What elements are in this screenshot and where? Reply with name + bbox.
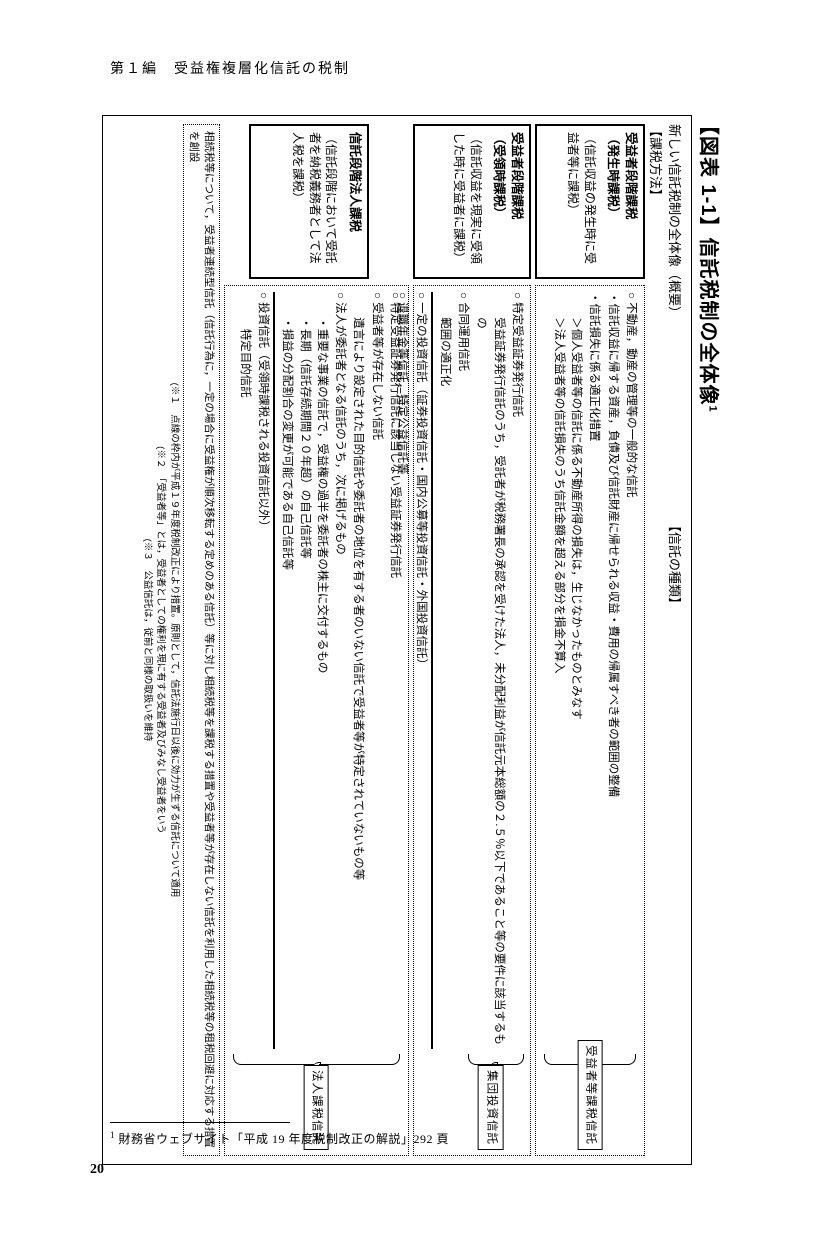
row3-line: ○ 投資信託（受領時課税される投資信託以外） <box>254 292 271 1049</box>
row3-line: ・長期（信託存続期間２０年超）の自己信託等 <box>296 292 313 1049</box>
row1-right-box: ○ 不動産，動産の管理等の一般的な信託 ・信託収益に帰する資産，負債及び信託財産… <box>535 285 645 1156</box>
brace-icon <box>233 1051 400 1065</box>
figure-notes: (※１ 点線の枠内が平成１９年度税制改正により措置。原則として，信託法施行日以後… <box>141 124 181 1156</box>
footnote-text: 財務省ウェブサイト「平成 19 年度税制改正の解説」292 頁 <box>119 1132 450 1146</box>
page-number: 20 <box>90 1162 104 1178</box>
row1-left-head: 受益者段階課税 （発生時課税） <box>604 132 639 271</box>
row3-line: ・重要な事業の信託で，受益権の過半を委託者の株主に交付するもの <box>313 292 330 1049</box>
figure-container: 【図表 1-1】信託税制の全体像1 新しい信託税制の全体像（概要） 【課税方法】… <box>85 115 725 1165</box>
row-2: 受益者段階課税 （受領時課税） （信託収益を現実に受領した時に受益者に課税） ○… <box>413 124 531 1156</box>
row2-line: 範囲の適正化 <box>436 292 453 1049</box>
row2-divider <box>431 292 433 1049</box>
frame-top-center: 【信託の種類】 <box>666 519 685 610</box>
frame-top-left: 新しい信託税制の全体像（概要） 【課税方法】 <box>647 124 685 319</box>
row1-line: ＞個人受益者等の信託に係る不動産所得の損失は，生じなかったものとみなす <box>567 292 584 1049</box>
figure-title: 【図表 1-1】信託税制の全体像1 <box>696 115 725 1165</box>
note-line: (※１ 点線の枠内が平成１９年度税制改正により措置。原則として，信託法施行日以後… <box>167 124 180 1156</box>
footnote-rule <box>110 1122 290 1123</box>
note-line: (※２ 「受益者等」とは，受益者としての権利を現に有する受益者及びみなし受益者を… <box>154 124 167 1156</box>
note-line: (※３ 公益信託は，従前と同様の取扱いを維持 <box>141 124 154 1156</box>
row1-left-body: （信託収益の発生時に受益者等に課税） <box>564 132 598 271</box>
row1-line: ・信託損失に係る適正化措置 <box>585 292 602 1049</box>
row3-line: ○ 受益者等が存在しない信託 <box>368 292 385 1049</box>
row3-left-body: （信託段階において受託者を納税義務者として法人税を課税） <box>289 132 339 271</box>
row2-left-box: 受益者段階課税 （受領時課税） （信託収益を現実に受領した時に受益者に課税） <box>413 124 531 279</box>
footnote-number: 1 <box>110 1130 115 1140</box>
figure-frame: 新しい信託税制の全体像（概要） 【課税方法】 【信託の種類】 受益者段階課税 （… <box>102 115 692 1165</box>
row3-line: ○ 特定受益証券発行信託に該当しない受益証券発行信託 <box>386 292 403 1049</box>
row3-line: 遺言により設定された目的信託や委託者の地位を有する者のいない信託で受益者等が特定… <box>349 292 366 1049</box>
footnote: 1 財務省ウェブサイト「平成 19 年度税制改正の解説」292 頁 <box>110 1130 449 1147</box>
row2-right-box: ○ 特定受益証券発行信託 受益証券発行信託のうち，受託者が税務署長の承認を受けた… <box>413 285 531 1156</box>
row1-line: ○ 不動産，動産の管理等の一般的な信託 <box>622 292 639 1049</box>
row-3: 信託段階法人課税 （信託段階において受託者を納税義務者として法人税を課税） ○ … <box>224 124 409 1156</box>
figure-title-sup: 1 <box>707 405 719 412</box>
figure-title-text: 【図表 1-1】信託税制の全体像 <box>697 115 719 405</box>
row1-line: ＞法人受益者等の信託損失のうち信託金額を超える部分を損金不算入 <box>550 292 567 1049</box>
row1-side-label: 受益者等課税信託 <box>577 1040 602 1150</box>
row3-left-box: 信託段階法人課税 （信託段階において受託者を納税義務者として法人税を課税） <box>249 124 369 279</box>
running-header: 第１編 受益権複層化信託の税制 <box>110 58 350 78</box>
row-1: 受益者段階課税 （発生時課税） （信託収益の発生時に受益者等に課税） ○ 不動産… <box>535 124 645 1156</box>
row3-line: 特定目的信託 <box>236 292 253 1049</box>
row3-right-box: ○ 特定受益証券発行信託に該当しない受益証券発行信託 ○ 受益者等が存在しない信… <box>224 285 409 1156</box>
row2-left-head: 受益者段階課税 （受領時課税） <box>490 132 525 271</box>
row3-line: ○ 法人が委託者となる信託のうち，次に掲げるもの <box>331 292 348 1049</box>
frame-top-left-line1: 新しい信託税制の全体像（概要） <box>666 124 685 319</box>
row1-left-box: 受益者段階課税 （発生時課税） （信託収益の発生時に受益者等に課税） <box>535 124 645 279</box>
bottom-box: 相続税等について，受益者連続型信託（信託行為に，一定の場合に受益権が順次移転する… <box>183 124 220 1156</box>
row2-left-body: （信託収益を現実に受領した時に受益者に課税） <box>450 132 484 271</box>
frame-top-left-line2: 【課税方法】 <box>647 124 666 319</box>
row2-line: ○ 特定受益証券発行信託 <box>508 292 525 1049</box>
row3-divider <box>273 292 275 1049</box>
brace-icon <box>468 1051 524 1065</box>
row2-line: ○ 合同運用信託 <box>454 292 471 1049</box>
row2-line: 受益証券発行信託のうち，受託者が税務署長の承認を受けた法人，未分配利益が信託元本… <box>472 292 507 1049</box>
row3-line: ・損益の分配割合の変更が可能である自己信託等 <box>278 292 295 1049</box>
row2-line: ○ 一定の投資信託（証券投資信託・国内公募等投資信託・外国投資信託） <box>412 292 429 1049</box>
row1-line: ・信託収益に帰する資産，負債及び信託財産に帰せられる収益・費用の帰属すべき者の範… <box>604 292 621 1049</box>
row3-left-head: 信託段階法人課税 <box>346 132 364 271</box>
row2-side-label: 集団投資信託 <box>478 1065 503 1150</box>
